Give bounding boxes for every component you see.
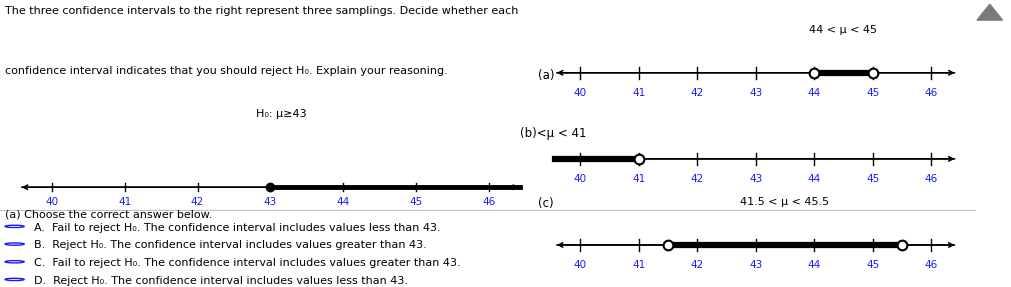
Polygon shape xyxy=(977,4,1003,20)
Text: (a) Choose the correct answer below.: (a) Choose the correct answer below. xyxy=(5,210,212,220)
Text: 43: 43 xyxy=(264,197,277,208)
Text: 45: 45 xyxy=(866,174,880,184)
Text: 46: 46 xyxy=(925,174,938,184)
Text: 42: 42 xyxy=(691,174,704,184)
Text: confidence interval indicates that you should reject H₀. Explain your reasoning.: confidence interval indicates that you s… xyxy=(5,66,448,76)
Text: H₀: μ≥43: H₀: μ≥43 xyxy=(256,109,306,119)
Text: 41: 41 xyxy=(632,88,645,98)
Text: C.  Fail to reject H₀. The confidence interval includes values greater than 43.: C. Fail to reject H₀. The confidence int… xyxy=(34,258,461,268)
Text: 41: 41 xyxy=(632,174,645,184)
Text: 43: 43 xyxy=(749,260,762,270)
Text: 44: 44 xyxy=(337,197,350,208)
Text: 45: 45 xyxy=(866,88,880,98)
Text: 40: 40 xyxy=(573,260,586,270)
Text: 40: 40 xyxy=(573,88,586,98)
Text: The three confidence intervals to the right represent three samplings. Decide wh: The three confidence intervals to the ri… xyxy=(5,6,519,16)
Text: 44 < μ < 45: 44 < μ < 45 xyxy=(810,25,878,35)
Text: 46: 46 xyxy=(925,88,938,98)
Text: (c): (c) xyxy=(538,197,554,210)
Text: 45: 45 xyxy=(409,197,423,208)
Text: 43: 43 xyxy=(749,88,762,98)
Text: 42: 42 xyxy=(691,88,704,98)
Text: A.  Fail to reject H₀. The confidence interval includes values less than 43.: A. Fail to reject H₀. The confidence int… xyxy=(34,223,441,232)
Text: 46: 46 xyxy=(925,260,938,270)
Text: 42: 42 xyxy=(691,260,704,270)
Text: 41: 41 xyxy=(118,197,131,208)
Text: 40: 40 xyxy=(45,197,59,208)
Text: (b)<μ < 41: (b)<μ < 41 xyxy=(521,127,586,140)
Text: 41.5 < μ < 45.5: 41.5 < μ < 45.5 xyxy=(740,197,830,207)
Text: 45: 45 xyxy=(866,260,880,270)
Text: 46: 46 xyxy=(482,197,495,208)
Text: (a): (a) xyxy=(538,69,554,82)
Text: B.  Reject H₀. The confidence interval includes values greater than 43.: B. Reject H₀. The confidence interval in… xyxy=(34,240,427,250)
Text: 44: 44 xyxy=(808,88,821,98)
Text: 44: 44 xyxy=(808,174,821,184)
Text: D.  Reject H₀. The confidence interval includes values less than 43.: D. Reject H₀. The confidence interval in… xyxy=(34,276,408,286)
Text: 40: 40 xyxy=(573,174,586,184)
Text: 43: 43 xyxy=(749,174,762,184)
Text: 41: 41 xyxy=(632,260,645,270)
Text: 44: 44 xyxy=(808,260,821,270)
Text: 42: 42 xyxy=(191,197,204,208)
